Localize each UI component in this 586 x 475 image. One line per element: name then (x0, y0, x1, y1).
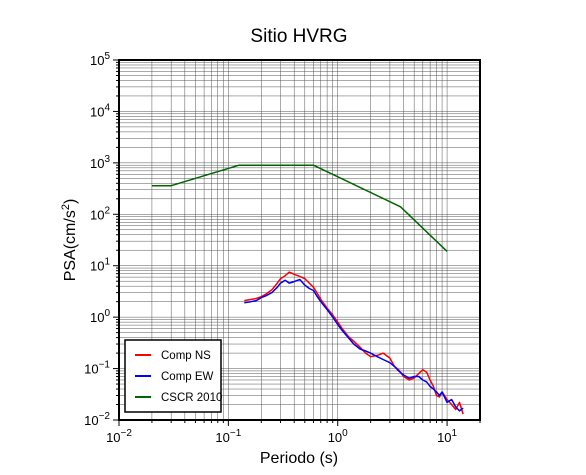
chart-title: Sitio HVRG (250, 26, 347, 47)
y-axis-label-close: ) (62, 199, 79, 204)
plot-frame (118, 59, 481, 421)
y-axis-label-main: PSA(cm/s (62, 210, 79, 281)
y-axis-label: PSA(cm/s2) (60, 199, 79, 282)
x-tick-label: 10−1 (215, 428, 241, 445)
legend-label-comp-ns: Comp NS (161, 350, 211, 362)
y-tick-label: 10−1 (84, 360, 110, 377)
series-line-cscr-2010 (151, 164, 448, 252)
y-tick-label: 103 (90, 154, 110, 171)
y-tick-label: 101 (90, 257, 110, 274)
legend-label-cscr-2010: CSCR 2010 (161, 392, 222, 404)
y-tick-label: 104 (90, 102, 110, 119)
x-tick-label: 10−2 (106, 428, 132, 445)
y-tick-label: 10−2 (84, 411, 110, 428)
x-tick-labels: 10−2 10−1 100 101 (106, 428, 457, 445)
ticks (113, 59, 481, 426)
y-tick-label: 100 (90, 308, 110, 325)
y-axis-label-sup: 2 (60, 204, 72, 210)
y-tick-labels: 10−2 10−1 100 101 102 103 104 105 (84, 51, 110, 428)
x-axis-label: Periodo (s) (260, 450, 338, 467)
x-tick-label: 101 (437, 428, 457, 445)
legend: Comp NS Comp EW CSCR 2010 (124, 339, 222, 413)
y-tick-label: 105 (90, 51, 110, 68)
series-layer (151, 164, 464, 415)
legend-label-comp-ew: Comp EW (161, 371, 214, 383)
series-line-comp-ew (244, 278, 464, 412)
grid (118, 59, 481, 421)
y-tick-label: 102 (90, 205, 110, 222)
x-tick-label: 100 (328, 428, 348, 445)
